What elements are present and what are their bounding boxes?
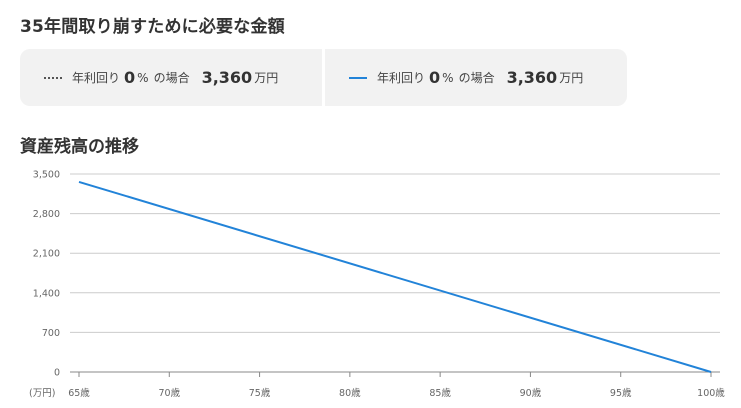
x-tick-label: 80歳 [339,387,361,399]
x-tick-label: 70歳 [158,387,180,399]
legend-label: 年利回り [377,71,426,85]
x-tick-label: 75歳 [249,387,271,399]
chart-title: 資産残高の推移 [20,137,139,157]
y-tick-label: 2,100 [33,249,60,260]
y-tick-label: 0 [54,368,60,379]
legend-percent: % [137,70,149,85]
dotted-line-icon [44,76,62,79]
legend-rate: 0 [124,68,136,87]
legend-rate: 0 [429,68,441,87]
legend-suffix: の場合 [458,71,495,85]
page-title: 35年間取り崩すために必要な金額 [20,17,285,37]
legend-divider [322,49,325,106]
solid-line-icon [349,76,367,79]
legend-item-solid: 年利回り 0 % の場合 3,360 万円 [325,49,627,106]
x-tick-label: 90歳 [520,387,542,399]
legend-unit: 万円 [254,71,279,85]
x-tick-label: 65歳 [68,387,90,399]
x-tick-label: 95歳 [610,387,632,399]
legend-item-dotted: 年利回り 0 % の場合 3,360 万円 [20,49,322,106]
x-tick-label: 85歳 [429,387,451,399]
x-tick-label: 100歳 [697,387,725,399]
y-tick-label: 2,800 [33,209,60,220]
legend-amount: 3,360 [201,68,253,87]
legend-unit: 万円 [559,71,584,85]
y-tick-label: 700 [42,328,60,339]
legend-suffix: の場合 [153,71,190,85]
y-tick-label: 3,500 [33,170,60,181]
y-tick-label: 1,400 [33,288,60,299]
y-axis-unit-label: (万円) [29,388,55,399]
legend-label: 年利回り [72,71,121,85]
legend-box: 年利回り 0 % の場合 3,360 万円 年利回り 0 % の場合 3,360… [20,49,627,106]
legend-amount: 3,360 [506,68,558,87]
series-line [78,180,712,373]
legend-percent: % [442,70,454,85]
